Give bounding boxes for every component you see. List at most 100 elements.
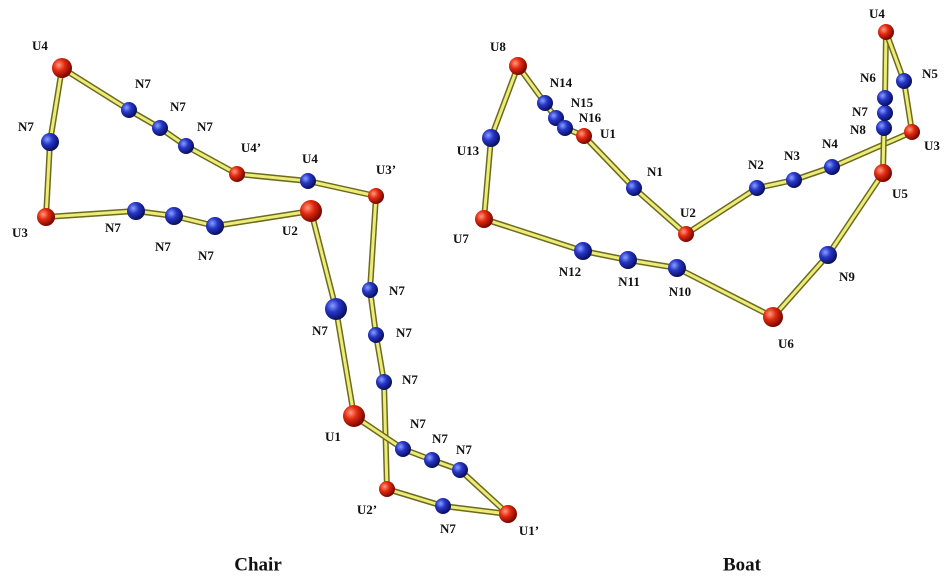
atom-label: N7: [170, 99, 186, 114]
atom: [876, 120, 892, 136]
atoms: U4 N7 N7 N7 U4’ U4 U3’ N7 U3 N7 N7 N7 U2 N7 N7 N7 N7 U1 N7…: [12, 6, 940, 538]
atom-label: N12: [559, 264, 581, 279]
atom: [300, 173, 316, 189]
atom-label: N10: [669, 284, 691, 299]
atom: [749, 180, 765, 196]
atom-label: U2: [282, 223, 298, 238]
atom-label: U4: [32, 38, 48, 53]
atom: [877, 105, 893, 121]
atom: [165, 207, 183, 225]
atom-label: U13: [457, 143, 480, 158]
atom-label: N3: [784, 148, 800, 163]
atom-label: N7: [312, 323, 328, 338]
atom: [379, 481, 395, 497]
atom-label: N7: [432, 431, 448, 446]
atom: [576, 128, 592, 144]
atom: [424, 452, 440, 468]
panel-caption: Boat: [723, 554, 762, 575]
atom: [368, 327, 384, 343]
atom-label: N9: [839, 269, 855, 284]
atom: [37, 208, 55, 226]
atom-label: U8: [490, 39, 506, 54]
atom: [368, 188, 384, 204]
atom: [325, 298, 347, 320]
bond: [677, 268, 773, 317]
bond: [336, 309, 354, 416]
atom: [574, 242, 592, 260]
atom: [206, 217, 224, 235]
atom: [626, 180, 642, 196]
atom: [343, 405, 365, 427]
atom: [499, 505, 517, 523]
bond: [686, 188, 757, 234]
bond: [186, 146, 237, 174]
atom: [824, 159, 840, 175]
atom-label: U2: [680, 205, 696, 220]
bond: [387, 489, 443, 506]
bond: [62, 68, 129, 110]
atom-label: N7: [402, 372, 418, 387]
atom-label: U1’: [519, 523, 539, 538]
atom-label: N11: [618, 274, 640, 289]
atom-label: N7: [197, 119, 213, 134]
atom-label: N4: [822, 136, 838, 151]
bond: [832, 132, 912, 167]
atom: [178, 138, 194, 154]
atom-label: U3’: [376, 162, 396, 177]
atom: [121, 102, 137, 118]
atom: [395, 441, 411, 457]
atom: [229, 166, 245, 182]
atom-label: N7: [389, 283, 405, 298]
atom: [152, 120, 168, 136]
atom: [376, 374, 392, 390]
atom: [763, 307, 783, 327]
atom: [475, 210, 493, 228]
atom-label: U1: [600, 126, 616, 141]
bond: [773, 255, 828, 317]
atom-label: U5: [892, 186, 908, 201]
atom-label: N7: [105, 220, 121, 235]
atom: [877, 90, 893, 106]
bond: [311, 211, 336, 309]
atom-label: U6: [778, 336, 794, 351]
bond: [885, 32, 886, 98]
atom-label: U3: [12, 225, 28, 240]
atom-label: N7: [18, 119, 34, 134]
bond: [634, 188, 686, 234]
atom-label: N6: [860, 70, 876, 85]
bond: [491, 66, 518, 138]
atom-label: N5: [922, 66, 938, 81]
bond: [584, 136, 634, 188]
atom: [435, 498, 451, 514]
atom: [509, 57, 527, 75]
atom-label: U4: [869, 6, 885, 21]
atom: [41, 133, 59, 151]
bond: [308, 181, 376, 196]
atom: [362, 282, 378, 298]
atom: [878, 24, 894, 40]
atom-label: N15: [571, 95, 594, 110]
atom-label: N7: [155, 239, 171, 254]
atom: [557, 120, 573, 136]
atom-label: N7: [852, 104, 868, 119]
atom-label: U7: [453, 231, 469, 246]
bond: [50, 68, 62, 142]
panel-caption: Chair: [234, 554, 282, 575]
atom-label: U4’: [241, 140, 261, 155]
atom: [668, 259, 686, 277]
atom-label: N7: [198, 248, 214, 263]
atom-label: N7: [410, 416, 426, 431]
atom-label: N1: [647, 164, 663, 179]
atom-label: N7: [396, 325, 412, 340]
atom: [904, 124, 920, 140]
atom-label: U4: [302, 151, 318, 166]
atom: [52, 58, 72, 78]
atom-label: N16: [579, 110, 602, 125]
atom-label: N7: [456, 442, 472, 457]
diagram: U4 N7 N7 N7 U4’ U4 U3’ N7 U3 N7 N7 N7 U2 N7 N7 N7 N7 U1 N7…: [0, 0, 945, 577]
atom: [678, 226, 694, 242]
atom: [482, 129, 500, 147]
atom: [896, 73, 912, 89]
atom-label: U3: [924, 138, 940, 153]
atom: [874, 164, 892, 182]
